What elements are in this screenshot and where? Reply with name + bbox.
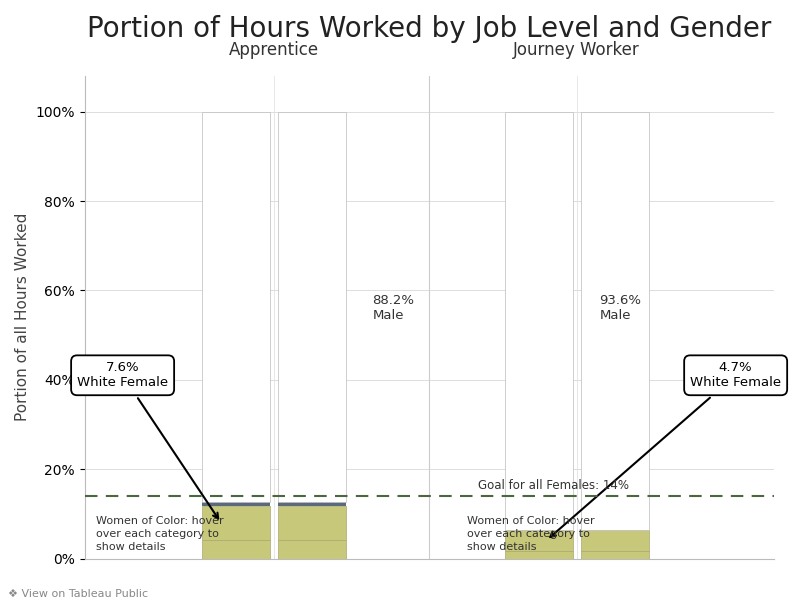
Text: Women of Color: hover
over each category to
show details: Women of Color: hover over each category… xyxy=(467,516,594,553)
Text: Goal for all Females: 14%: Goal for all Females: 14% xyxy=(478,479,630,493)
Text: ❖ View on Tableau Public: ❖ View on Tableau Public xyxy=(8,589,148,599)
Text: Women of Color: hover
over each category to
show details: Women of Color: hover over each category… xyxy=(96,516,224,553)
Text: 93.6%
Male: 93.6% Male xyxy=(599,294,642,322)
Bar xyxy=(505,112,573,530)
Text: Apprentice: Apprentice xyxy=(229,41,319,59)
Bar xyxy=(581,112,649,530)
Text: 88.2%
Male: 88.2% Male xyxy=(372,294,414,322)
Text: 4.7%
White Female: 4.7% White Female xyxy=(550,361,782,537)
Bar xyxy=(202,112,270,502)
Bar xyxy=(581,530,649,551)
Y-axis label: Portion of all Hours Worked: Portion of all Hours Worked xyxy=(15,213,30,421)
Bar xyxy=(505,551,573,559)
Bar xyxy=(278,540,346,559)
Bar xyxy=(278,506,346,540)
Bar xyxy=(202,502,270,506)
Bar xyxy=(202,540,270,559)
Bar xyxy=(202,506,270,540)
Bar xyxy=(278,502,346,506)
Text: Journey Worker: Journey Worker xyxy=(514,41,640,59)
Title: Portion of Hours Worked by Job Level and Gender: Portion of Hours Worked by Job Level and… xyxy=(87,15,771,43)
Bar xyxy=(581,551,649,559)
Bar xyxy=(278,112,346,502)
Text: 7.6%
White Female: 7.6% White Female xyxy=(77,361,218,518)
Bar xyxy=(505,530,573,551)
